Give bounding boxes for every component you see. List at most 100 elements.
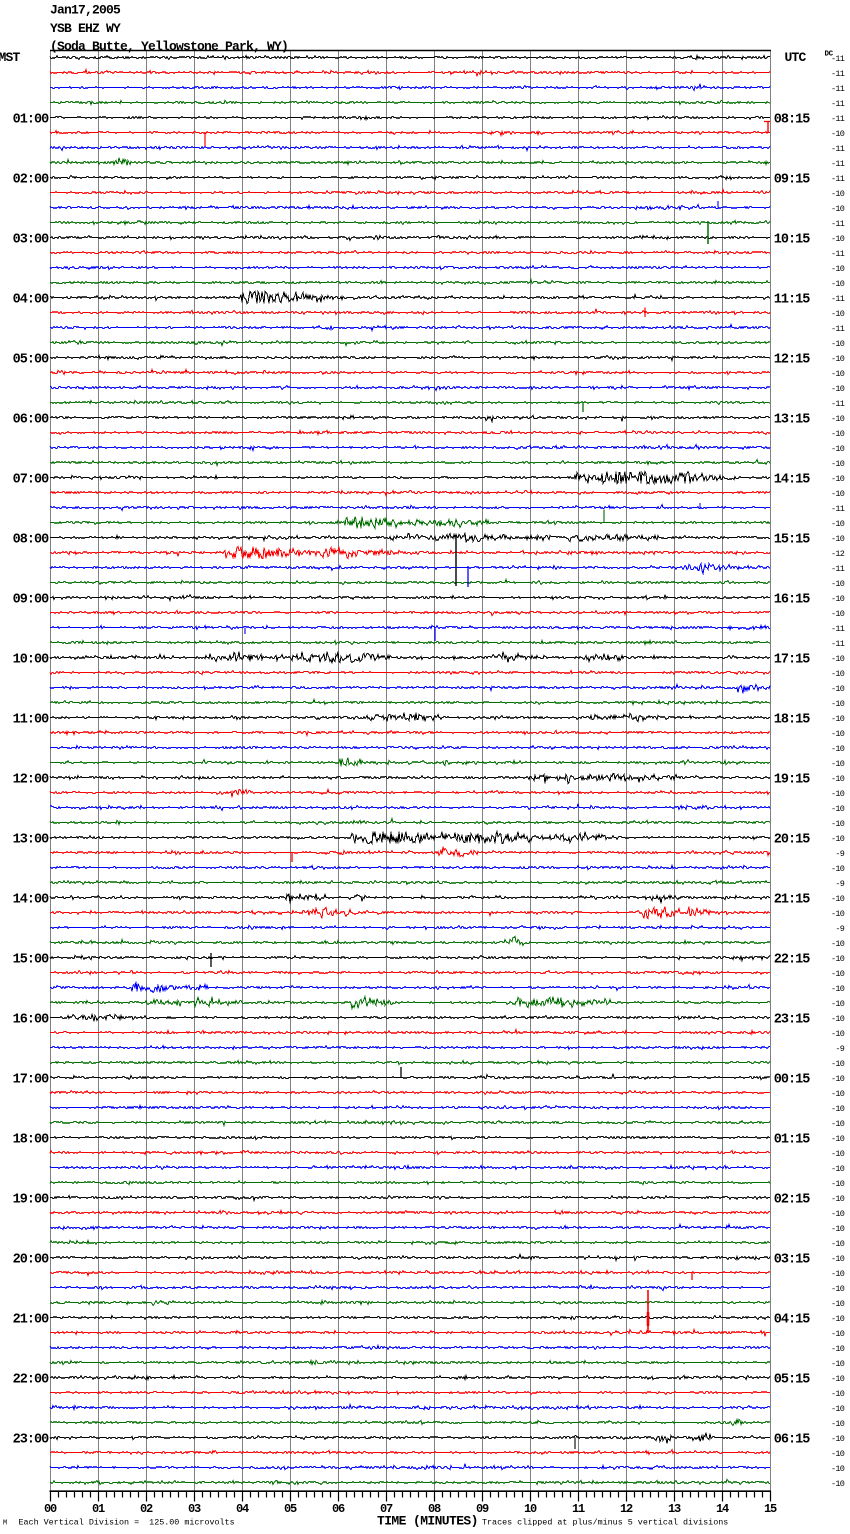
svg-text:19:15: 19:15 [774, 772, 810, 787]
svg-text:-10: -10 [831, 744, 845, 754]
svg-text:-10: -10 [831, 1359, 845, 1369]
svg-text:09:15: 09:15 [774, 172, 810, 187]
svg-text:-11: -11 [831, 114, 845, 124]
svg-text:-10: -10 [831, 264, 845, 274]
svg-text:21:00: 21:00 [13, 1312, 49, 1327]
svg-text:02:15: 02:15 [774, 1192, 810, 1207]
svg-text:-10: -10 [831, 969, 845, 979]
svg-text:-10: -10 [831, 444, 845, 454]
svg-text:-10: -10 [831, 594, 845, 604]
svg-text:-10: -10 [831, 414, 845, 424]
svg-text:-11: -11 [831, 99, 845, 109]
svg-text:-10: -10 [831, 1284, 845, 1294]
svg-text:-10: -10 [831, 1164, 845, 1174]
svg-text:15:15: 15:15 [774, 532, 810, 547]
svg-text:MST: MST [0, 50, 21, 65]
svg-text:-11: -11 [831, 294, 845, 304]
svg-text:-10: -10 [831, 384, 845, 394]
svg-text:-10: -10 [831, 684, 845, 694]
svg-text:21:15: 21:15 [774, 892, 810, 907]
svg-text:03: 03 [188, 1502, 201, 1516]
svg-text:Each Vertical Division = 125.: Each Vertical Division = 125.00 microvol… [19, 1517, 235, 1527]
svg-text:17:15: 17:15 [774, 652, 810, 667]
svg-text:01: 01 [92, 1502, 105, 1516]
svg-text:-10: -10 [831, 894, 845, 904]
svg-text:-10: -10 [831, 984, 845, 994]
svg-text:-11: -11 [831, 564, 845, 574]
svg-text:-10: -10 [831, 1104, 845, 1114]
svg-text:-11: -11 [831, 219, 845, 229]
svg-text:-11: -11 [831, 639, 845, 649]
svg-text:-10: -10 [831, 1374, 845, 1384]
svg-text:-10: -10 [831, 474, 845, 484]
svg-text:-11: -11 [831, 84, 845, 94]
svg-text:-10: -10 [831, 189, 845, 199]
svg-text:-10: -10 [831, 939, 845, 949]
svg-text:13:00: 13:00 [13, 832, 49, 847]
svg-text:-10: -10 [831, 954, 845, 964]
svg-text:-10: -10 [831, 1029, 845, 1039]
svg-text:-10: -10 [831, 1179, 845, 1189]
svg-text:-10: -10 [831, 1344, 845, 1354]
svg-text:00:15: 00:15 [774, 1072, 810, 1087]
svg-text:-11: -11 [831, 174, 845, 184]
svg-text:-10: -10 [831, 234, 845, 244]
svg-text:01:15: 01:15 [774, 1132, 810, 1147]
svg-text:-10: -10 [831, 519, 845, 529]
svg-text:-10: -10 [831, 1149, 845, 1159]
svg-text:-10: -10 [831, 1224, 845, 1234]
svg-text:-10: -10 [831, 714, 845, 724]
svg-text:17:00: 17:00 [13, 1072, 49, 1087]
svg-text:-10: -10 [831, 1479, 845, 1489]
svg-text:06:15: 06:15 [774, 1432, 810, 1447]
svg-text:14:15: 14:15 [774, 472, 810, 487]
svg-text:-11: -11 [831, 144, 845, 154]
svg-text:14: 14 [716, 1502, 729, 1516]
svg-text:-10: -10 [831, 669, 845, 679]
svg-text:13: 13 [668, 1502, 681, 1516]
svg-text:09: 09 [476, 1502, 489, 1516]
svg-text:12:00: 12:00 [13, 772, 49, 787]
svg-text:18:00: 18:00 [13, 1132, 49, 1147]
svg-text:01:00: 01:00 [13, 112, 49, 127]
svg-text:-10: -10 [831, 1074, 845, 1084]
svg-text:-11: -11 [831, 504, 845, 514]
svg-text:YSB EHZ WY: YSB EHZ WY [50, 21, 121, 36]
svg-text:-10: -10 [831, 1209, 845, 1219]
svg-text:-10: -10 [831, 1239, 845, 1249]
svg-text:-10: -10 [831, 1299, 845, 1309]
svg-text:16:15: 16:15 [774, 592, 810, 607]
svg-text:DC: DC [825, 51, 834, 59]
svg-text:07:00: 07:00 [13, 472, 49, 487]
svg-text:-10: -10 [831, 429, 845, 439]
svg-text:08: 08 [428, 1502, 441, 1516]
svg-text:10:00: 10:00 [13, 652, 49, 667]
svg-text:12:15: 12:15 [774, 352, 810, 367]
svg-text:-10: -10 [831, 1389, 845, 1399]
svg-text:-11: -11 [831, 624, 845, 634]
svg-text:-10: -10 [831, 819, 845, 829]
svg-text:20:15: 20:15 [774, 832, 810, 847]
svg-text:-10: -10 [831, 654, 845, 664]
svg-text:12: 12 [620, 1502, 633, 1516]
svg-text:-10: -10 [831, 1134, 845, 1144]
svg-text:03:15: 03:15 [774, 1252, 810, 1267]
svg-text:-10: -10 [831, 1254, 845, 1264]
svg-text:11:00: 11:00 [13, 712, 49, 727]
svg-text:-10: -10 [831, 834, 845, 844]
svg-text:20:00: 20:00 [13, 1252, 49, 1267]
svg-text:05:15: 05:15 [774, 1372, 810, 1387]
svg-text:-10: -10 [831, 759, 845, 769]
svg-text:09:00: 09:00 [13, 592, 49, 607]
svg-text:-10: -10 [831, 774, 845, 784]
svg-text:-10: -10 [831, 1404, 845, 1414]
svg-text:-10: -10 [831, 609, 845, 619]
svg-text:Traces clipped at plus/minus 5: Traces clipped at plus/minus 5 vertical … [482, 1517, 728, 1527]
svg-text:15:00: 15:00 [13, 952, 49, 967]
svg-text:-10: -10 [831, 999, 845, 1009]
svg-text:07: 07 [380, 1502, 393, 1516]
svg-text:-10: -10 [831, 459, 845, 469]
svg-text:16:00: 16:00 [13, 1012, 49, 1027]
svg-text:02: 02 [140, 1502, 153, 1516]
svg-text:22:15: 22:15 [774, 952, 810, 967]
